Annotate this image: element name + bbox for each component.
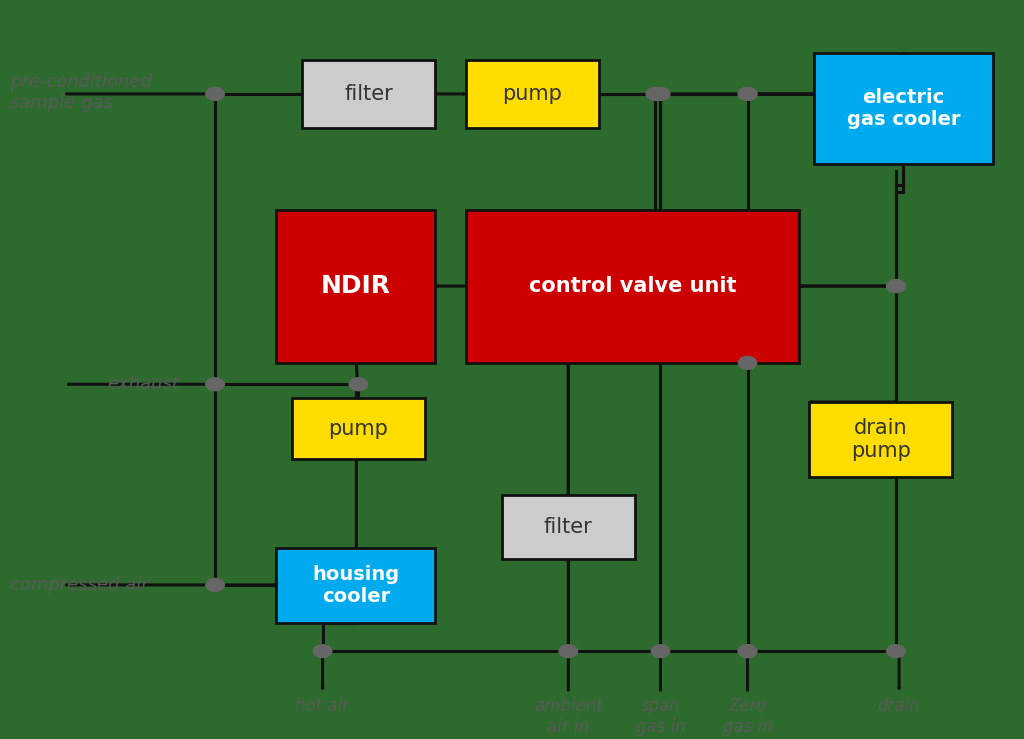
Circle shape: [887, 279, 905, 293]
Text: hot air: hot air: [296, 698, 349, 715]
FancyBboxPatch shape: [292, 398, 425, 459]
Circle shape: [738, 87, 757, 101]
FancyBboxPatch shape: [809, 402, 952, 477]
FancyBboxPatch shape: [466, 210, 799, 363]
Circle shape: [738, 87, 757, 101]
Text: exhaust: exhaust: [108, 375, 179, 393]
Text: compressed air: compressed air: [10, 576, 148, 594]
Circle shape: [559, 644, 578, 658]
Circle shape: [887, 644, 905, 658]
FancyBboxPatch shape: [814, 53, 993, 163]
Text: drain: drain: [878, 698, 921, 715]
Text: control valve unit: control valve unit: [528, 276, 736, 296]
FancyBboxPatch shape: [502, 494, 635, 559]
Circle shape: [206, 87, 224, 101]
FancyBboxPatch shape: [276, 548, 435, 623]
FancyBboxPatch shape: [466, 61, 599, 128]
Text: drain
pump: drain pump: [851, 418, 910, 461]
Text: pre-conditioned
sample gas: pre-conditioned sample gas: [10, 73, 153, 112]
FancyBboxPatch shape: [276, 210, 435, 363]
Circle shape: [651, 644, 670, 658]
Circle shape: [738, 87, 757, 101]
Circle shape: [313, 644, 332, 658]
Circle shape: [738, 644, 757, 658]
Circle shape: [738, 356, 757, 370]
Text: pump: pump: [329, 419, 388, 439]
Text: ambient
air in: ambient air in: [534, 698, 603, 736]
Text: NDIR: NDIR: [321, 274, 391, 299]
Circle shape: [651, 87, 670, 101]
Text: Zero
gas in: Zero gas in: [723, 698, 772, 736]
Circle shape: [206, 579, 224, 591]
Text: electric
gas cooler: electric gas cooler: [847, 88, 961, 129]
Text: span
gas in: span gas in: [636, 698, 685, 736]
Circle shape: [646, 87, 665, 101]
Circle shape: [651, 87, 670, 101]
Text: filter: filter: [544, 517, 593, 537]
Circle shape: [206, 378, 224, 391]
Text: pump: pump: [503, 84, 562, 104]
Text: housing
cooler: housing cooler: [312, 565, 399, 606]
Circle shape: [738, 644, 757, 658]
Circle shape: [887, 279, 905, 293]
FancyBboxPatch shape: [302, 61, 435, 128]
Text: filter: filter: [344, 84, 393, 104]
Circle shape: [349, 378, 368, 391]
Text: cold air: cold air: [348, 420, 404, 435]
